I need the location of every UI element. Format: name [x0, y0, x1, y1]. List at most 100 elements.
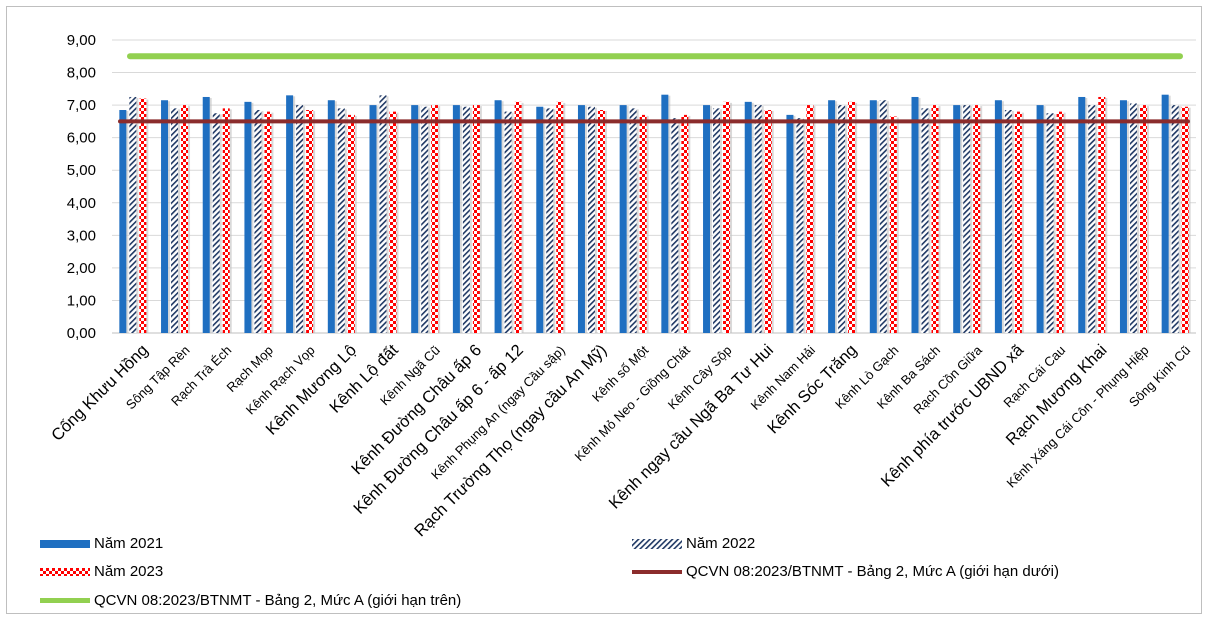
legend-label-lower-limit: QCVN 08:2023/BTNMT - Bảng 2, Mức A (giới… — [686, 563, 1059, 580]
bar-năm-2022 — [171, 108, 179, 333]
bar-năm-2023 — [139, 98, 147, 333]
bar-năm-2023 — [681, 114, 689, 333]
bar-năm-2022 — [713, 108, 721, 333]
grid-layer — [112, 39, 1196, 334]
bar-năm-2022 — [379, 95, 387, 333]
legend-label-2023: Năm 2023 — [94, 563, 164, 580]
bar-năm-2023 — [806, 105, 814, 333]
legend-label-2021: Năm 2021 — [94, 535, 164, 552]
bar-năm-2021 — [953, 105, 961, 333]
bar-năm-2021 — [1036, 105, 1044, 333]
bar-năm-2021 — [1078, 96, 1086, 333]
bar-năm-2022 — [629, 108, 637, 333]
bar-năm-2023 — [764, 109, 772, 333]
bar-năm-2023 — [1098, 96, 1106, 333]
y-tick-label: 0,00 — [67, 325, 96, 342]
bar-năm-2022 — [879, 100, 887, 333]
bar-năm-2021 — [327, 100, 335, 333]
y-tick-label: 2,00 — [67, 260, 96, 277]
legend-swatch-2021 — [40, 539, 90, 548]
legend-swatch-lower-limit — [632, 569, 682, 574]
bar-năm-2023 — [389, 111, 397, 333]
bar-năm-2023 — [181, 105, 189, 333]
bar-năm-2023 — [306, 109, 314, 333]
bar-năm-2022 — [963, 105, 971, 333]
bar-năm-2023 — [1139, 105, 1147, 333]
legend-swatch-2023 — [40, 567, 90, 576]
bar-năm-2023 — [222, 108, 230, 333]
bar-năm-2021 — [703, 105, 711, 333]
y-tick-label: 1,00 — [67, 292, 96, 309]
bar-năm-2022 — [921, 108, 929, 333]
y-axis-ticks: 0,00 1,00 2,00 3,00 4,00 5,00 6,00 7,00 8,00 9,00 — [67, 32, 96, 342]
legend-swatch-upper-limit — [40, 598, 90, 603]
bar-năm-2023 — [1014, 111, 1022, 333]
bar-năm-2021 — [1161, 94, 1169, 334]
bar-năm-2022 — [587, 106, 595, 333]
bar-năm-2023 — [1181, 106, 1189, 333]
legend-swatch-2022 — [632, 538, 682, 549]
bar-năm-2022 — [838, 105, 846, 333]
bar-năm-2022 — [1046, 113, 1054, 333]
bar-năm-2022 — [337, 108, 345, 333]
bar-năm-2021 — [786, 114, 794, 333]
bar-năm-2021 — [994, 100, 1002, 333]
bar-năm-2022 — [504, 111, 512, 333]
bar-năm-2023 — [514, 101, 522, 333]
bar-năm-2021 — [202, 96, 210, 333]
bar-năm-2023 — [556, 101, 564, 333]
bar-năm-2023 — [973, 105, 981, 333]
bar-năm-2022 — [296, 105, 304, 333]
bar-năm-2022 — [671, 118, 679, 333]
bar-năm-2022 — [254, 109, 262, 333]
bar-năm-2023 — [431, 105, 439, 333]
bar-năm-2021 — [661, 94, 669, 334]
bar-năm-2023 — [472, 105, 480, 333]
legend-item-2022: Năm 2022 — [632, 535, 755, 552]
legend-label-upper-limit: QCVN 08:2023/BTNMT - Bảng 2, Mức A (giới… — [94, 592, 462, 609]
bar-năm-2023 — [639, 114, 647, 333]
bar-năm-2022 — [129, 96, 137, 333]
legend-item-lower-limit: QCVN 08:2023/BTNMT - Bảng 2, Mức A (giới… — [632, 563, 1059, 580]
bar-năm-2022 — [1004, 109, 1012, 333]
bar-năm-2023 — [848, 101, 856, 333]
bar-năm-2023 — [1056, 111, 1064, 333]
bar-năm-2021 — [244, 101, 252, 333]
bar-năm-2021 — [286, 95, 294, 333]
bar-năm-2023 — [347, 114, 355, 333]
bar-năm-2021 — [577, 105, 585, 333]
bar-năm-2022 — [212, 113, 220, 333]
bar-năm-2022 — [421, 106, 429, 333]
legend-item-2021: Năm 2021 — [40, 535, 163, 552]
bar-năm-2021 — [369, 105, 377, 333]
y-tick-label: 3,00 — [67, 227, 96, 244]
x-tick-label: Rạch Trường Thọ (ngay cầu An Mỹ) — [411, 341, 610, 540]
bars-layer — [119, 94, 1191, 334]
bar-năm-2021 — [869, 100, 877, 333]
bar-năm-2021 — [828, 100, 836, 333]
legend-item-upper-limit: QCVN 08:2023/BTNMT - Bảng 2, Mức A (giới… — [40, 592, 461, 609]
bar-năm-2021 — [1119, 100, 1127, 333]
bar-năm-2021 — [161, 100, 169, 333]
bar-năm-2022 — [462, 106, 470, 333]
y-tick-label: 5,00 — [67, 162, 96, 179]
bar-năm-2023 — [889, 116, 897, 333]
bar-năm-2021 — [411, 105, 419, 333]
bar-năm-2022 — [546, 108, 554, 333]
legend-item-2023: Năm 2023 — [40, 563, 163, 580]
y-tick-label: 4,00 — [67, 195, 96, 212]
y-tick-label: 6,00 — [67, 130, 96, 147]
bar-năm-2021 — [119, 109, 127, 333]
bar-năm-2021 — [744, 101, 752, 333]
bar-năm-2022 — [1129, 103, 1137, 333]
bar-năm-2022 — [1088, 105, 1096, 333]
bar-năm-2021 — [494, 100, 502, 333]
y-tick-label: 9,00 — [67, 32, 96, 49]
bar-năm-2021 — [452, 105, 460, 333]
bar-năm-2023 — [597, 109, 605, 333]
bar-năm-2021 — [536, 106, 544, 333]
bar-năm-2022 — [754, 105, 762, 333]
bar-năm-2021 — [911, 96, 919, 333]
